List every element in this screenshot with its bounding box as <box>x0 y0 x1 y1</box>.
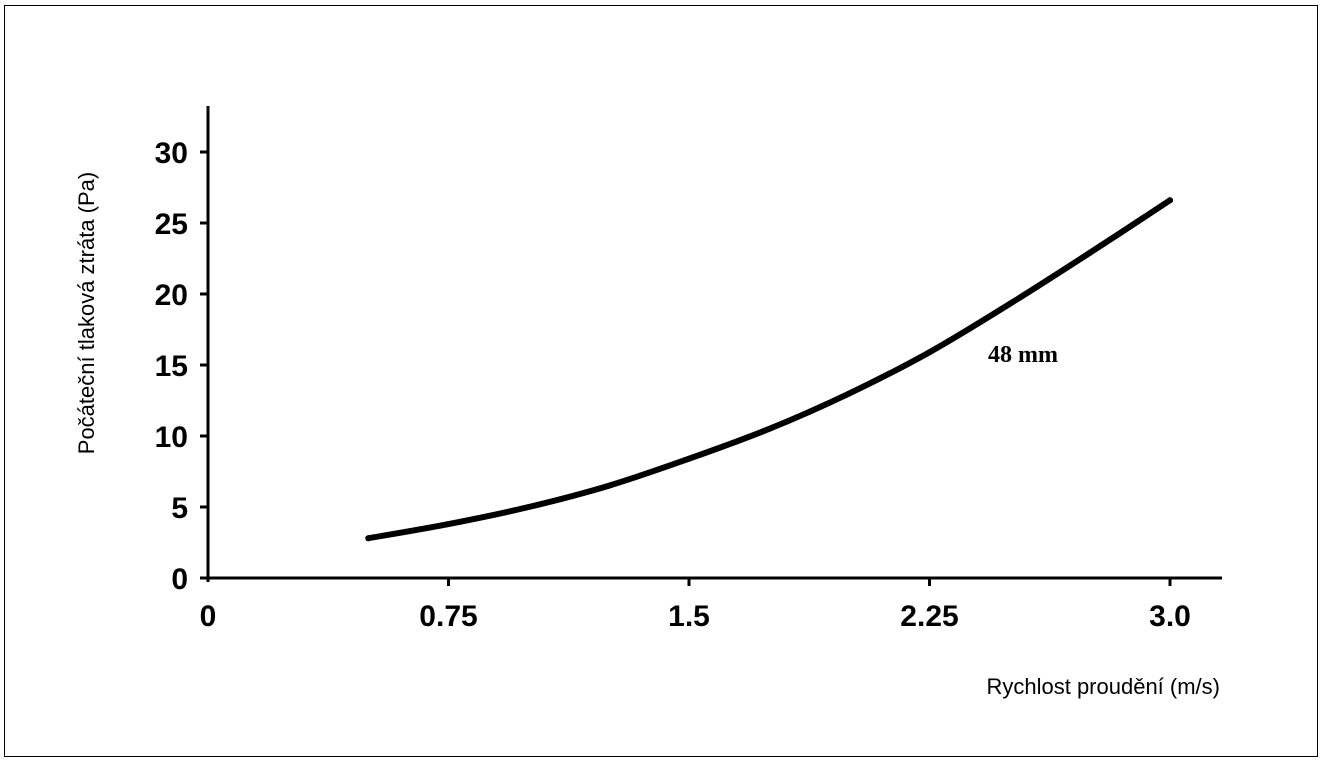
y-tick-label-10: 10 <box>155 421 188 454</box>
data-point-0-6 <box>846 390 853 397</box>
ticks: 0 5 10 15 20 25 30 0 0.75 1.5 2.25 3.0 <box>155 137 1191 633</box>
y-tick-label-15: 15 <box>155 350 188 383</box>
series-group: 48 mm <box>365 197 1173 542</box>
x-tick-label-2_25: 2.25 <box>900 600 958 633</box>
y-tick-label-25: 25 <box>155 208 188 241</box>
x-tick-label-0: 0 <box>200 600 217 633</box>
axes <box>204 106 1222 582</box>
data-point-0-7 <box>926 349 933 356</box>
data-point-0-9 <box>1086 249 1093 256</box>
data-point-0-5 <box>766 425 773 432</box>
data-point-0-1 <box>445 521 452 528</box>
y-axis-title: Počáteční tlaková ztráta (Pa) <box>74 172 99 454</box>
data-point-0-0 <box>365 535 372 542</box>
chart-frame <box>4 5 1318 757</box>
x-tick-label-0_75: 0.75 <box>419 600 477 633</box>
data-point-0-10 <box>1167 197 1173 204</box>
data-point-0-3 <box>605 482 612 489</box>
x-axis-title: Rychlost proudění (m/s) <box>986 674 1220 699</box>
y-tick-label-0: 0 <box>171 563 188 596</box>
data-point-0-8 <box>1006 300 1013 307</box>
y-tick-label-5: 5 <box>171 492 188 525</box>
x-tick-label-1_5: 1.5 <box>668 600 710 633</box>
series-line-0 <box>365 197 1173 542</box>
series-label-0: 48 mm <box>988 342 1058 368</box>
x-tick-label-3: 3.0 <box>1149 600 1191 633</box>
y-tick-label-20: 20 <box>155 279 188 312</box>
data-point-0-4 <box>686 455 692 462</box>
y-tick-label-30: 30 <box>155 137 188 170</box>
data-point-0-2 <box>525 504 532 510</box>
